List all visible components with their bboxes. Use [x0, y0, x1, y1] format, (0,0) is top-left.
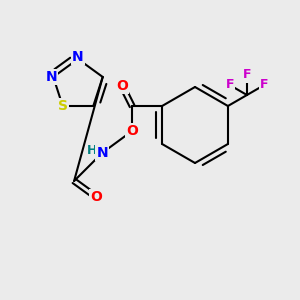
Text: S: S	[58, 99, 68, 113]
Text: F: F	[243, 68, 251, 82]
Text: N: N	[46, 70, 57, 84]
Text: F: F	[260, 79, 269, 92]
Text: O: O	[90, 190, 102, 204]
Text: F: F	[225, 79, 234, 92]
Text: O: O	[116, 79, 128, 93]
Text: N: N	[96, 146, 108, 160]
Text: N: N	[72, 50, 84, 64]
Text: H: H	[87, 143, 97, 157]
Text: O: O	[126, 124, 138, 138]
